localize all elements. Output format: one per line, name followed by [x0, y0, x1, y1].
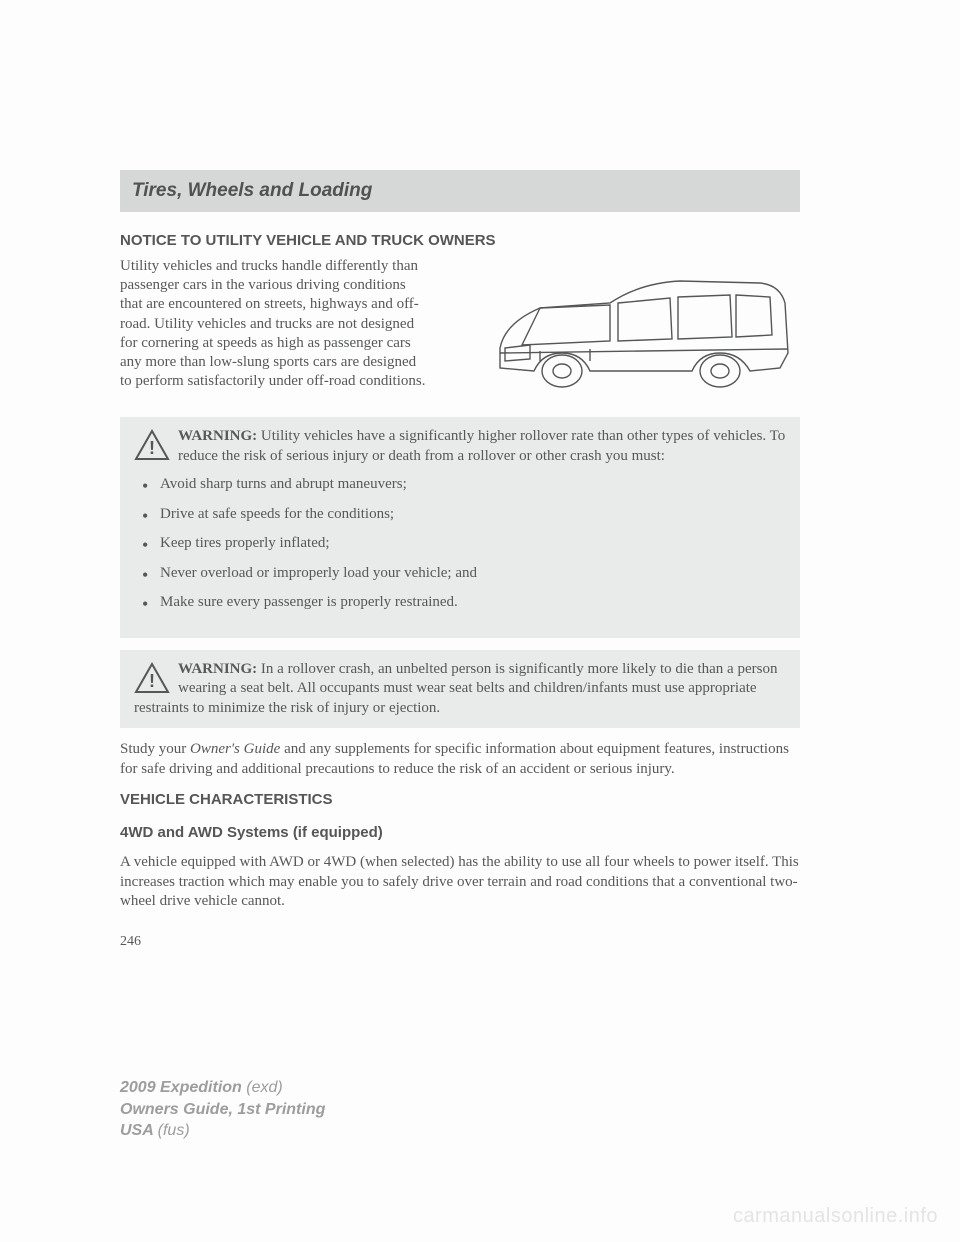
footer-line-1: 2009 Expedition (exd): [120, 1077, 325, 1099]
4wd-body: A vehicle equipped with AWD or 4WD (when…: [120, 853, 800, 912]
warning-triangle-icon: !: [134, 429, 170, 461]
4wd-subheading: 4WD and AWD Systems (if equipped): [120, 824, 800, 841]
watermark: carmanualsonline.info: [733, 1205, 938, 1228]
warning-box-2: ! WARNING: In a rollover crash, an unbel…: [120, 650, 800, 729]
warning1-bullets: Avoid sharp turns and abrupt maneuvers; …: [134, 470, 786, 618]
warning2-label: WARNING:: [178, 661, 257, 677]
study-italic: Owner's Guide: [190, 741, 280, 757]
page-content: Tires, Wheels and Loading NOTICE TO UTIL…: [120, 170, 800, 950]
svg-text:!: !: [149, 671, 155, 691]
footer-line-2: Owners Guide, 1st Printing: [120, 1099, 325, 1121]
notice-heading: NOTICE TO UTILITY VEHICLE AND TRUCK OWNE…: [120, 232, 800, 249]
footer-code2: (fus): [158, 1122, 190, 1139]
warning-triangle-icon: !: [134, 662, 170, 694]
footer-model: 2009 Expedition: [120, 1079, 246, 1096]
section-header: Tires, Wheels and Loading: [120, 170, 800, 212]
bullet-item: Keep tires properly inflated;: [142, 529, 786, 559]
footer-region: USA: [120, 1122, 158, 1139]
intro-block: Utility vehicles and trucks handle diffe…: [120, 257, 800, 403]
intro-text: Utility vehicles and trucks handle diffe…: [120, 257, 430, 391]
warning1-label: WARNING:: [178, 428, 257, 444]
study-paragraph: Study your Owner's Guide and any supplem…: [120, 740, 800, 779]
suv-illustration-icon: [480, 253, 800, 403]
footer: 2009 Expedition (exd) Owners Guide, 1st …: [120, 1077, 325, 1142]
footer-code1: (exd): [246, 1079, 282, 1096]
warning-box-1: ! WARNING: Utility vehicles have a signi…: [120, 417, 800, 638]
study-pre: Study your: [120, 741, 190, 757]
bullet-item: Make sure every passenger is properly re…: [142, 588, 786, 618]
warning1-body: Utility vehicles have a significantly hi…: [178, 428, 785, 464]
vehicle-char-heading: VEHICLE CHARACTERISTICS: [120, 791, 800, 808]
svg-text:!: !: [149, 438, 155, 458]
footer-line-3: USA (fus): [120, 1120, 325, 1142]
bullet-item: Avoid sharp turns and abrupt maneuvers;: [142, 470, 786, 500]
bullet-item: Drive at safe speeds for the conditions;: [142, 500, 786, 530]
page-number: 246: [120, 934, 800, 950]
bullet-item: Never overload or improperly load your v…: [142, 559, 786, 589]
